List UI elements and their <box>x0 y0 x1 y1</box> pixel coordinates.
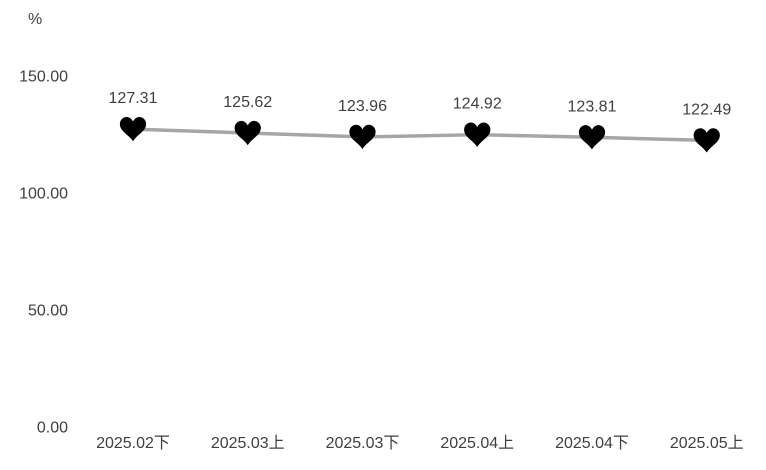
data-point-label: 124.92 <box>453 96 502 113</box>
x-category-label: 2025.04下 <box>555 435 629 452</box>
heart-marker-icon <box>119 116 147 142</box>
series-line <box>131 127 709 143</box>
data-point-label: 127.31 <box>109 90 158 107</box>
x-category-label: 2025.02下 <box>96 435 170 452</box>
y-tick-label: 150.00 <box>19 69 68 86</box>
heart-marker-icon <box>464 122 491 147</box>
heart-marker-icon <box>234 120 261 146</box>
y-tick-label: 50.00 <box>28 303 68 320</box>
x-category-label: 2025.03上 <box>211 434 285 452</box>
y-tick-label: 100.00 <box>19 186 68 203</box>
x-category-label: 2025.03下 <box>326 435 400 452</box>
heart-marker-icon <box>578 125 606 150</box>
heart-marker-icon <box>693 128 720 153</box>
data-point-label: 122.49 <box>682 101 731 118</box>
y-axis-unit-label: % <box>28 11 43 28</box>
x-category-label: 2025.05上 <box>670 434 744 452</box>
x-category-label: 2025.04上 <box>440 434 514 452</box>
data-point-label: 123.96 <box>338 98 387 115</box>
data-point-label: 123.81 <box>568 98 617 115</box>
y-tick-label: 0.00 <box>37 420 68 437</box>
heart-marker-icon <box>349 124 376 150</box>
data-point-label: 125.62 <box>223 94 272 111</box>
